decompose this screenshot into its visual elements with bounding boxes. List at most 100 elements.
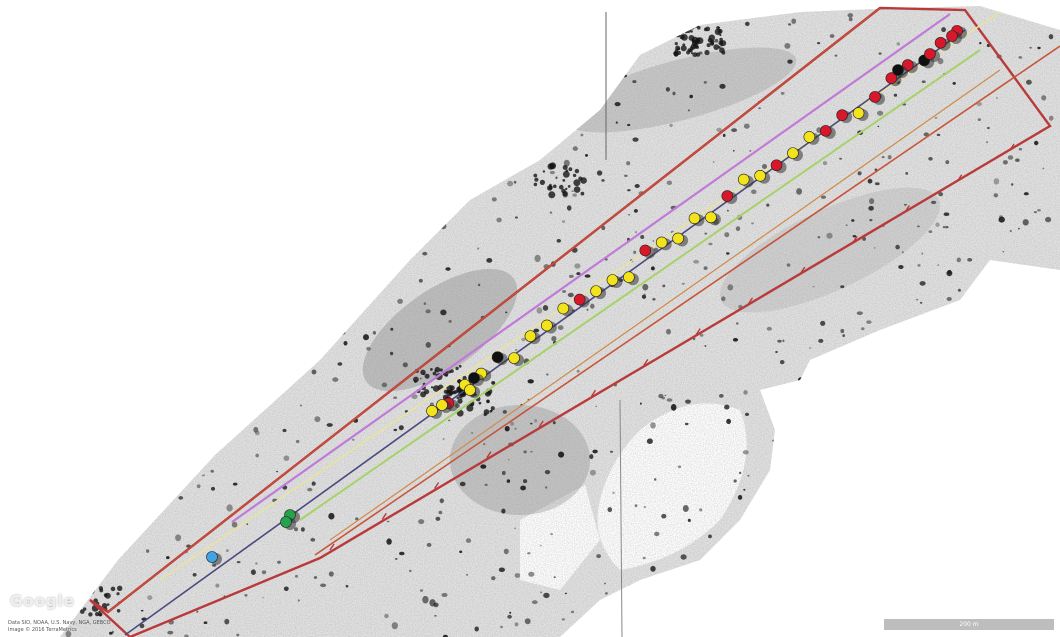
target-blue-icon[interactable]: [206, 551, 223, 566]
target-red-icon[interactable]: [885, 72, 902, 87]
outer-boundary-polygon: [89, 6, 1052, 637]
rock: [923, 132, 929, 137]
target-yellow-icon[interactable]: [803, 131, 820, 145]
rock: [386, 538, 392, 545]
rock: [850, 509, 853, 512]
rock: [524, 618, 531, 625]
rock: [157, 217, 160, 220]
rock: [462, 375, 467, 381]
rock: [568, 274, 574, 278]
rock: [878, 52, 882, 55]
rock: [141, 388, 149, 393]
target-red-icon[interactable]: [836, 109, 853, 124]
rock: [669, 123, 673, 128]
target-red-icon[interactable]: [721, 190, 738, 205]
rock: [167, 630, 174, 635]
target-black-icon[interactable]: [491, 351, 508, 366]
boundary-tick: [538, 420, 544, 428]
rock: [478, 401, 482, 405]
rock: [530, 450, 533, 453]
rock: [387, 125, 394, 130]
rock: [503, 548, 509, 555]
rock: [332, 377, 339, 382]
target-yellow-icon[interactable]: [754, 169, 771, 184]
rock: [937, 58, 944, 65]
rock: [74, 221, 80, 228]
target-yellow-icon[interactable]: [688, 212, 705, 227]
rock: [300, 270, 306, 276]
rock: [1048, 115, 1054, 121]
rock: [714, 38, 719, 43]
target-yellow-icon[interactable]: [655, 236, 672, 251]
target-black-icon[interactable]: [918, 54, 935, 69]
rock: [513, 180, 517, 184]
rock: [562, 179, 566, 182]
rock: [338, 62, 341, 65]
rock: [70, 482, 74, 486]
target-yellow-icon[interactable]: [705, 211, 721, 226]
rock: [268, 288, 275, 296]
rock: [697, 26, 701, 30]
rock: [712, 161, 715, 163]
rock: [132, 226, 136, 231]
target-black-icon[interactable]: [892, 64, 909, 79]
target-green-icon[interactable]: [280, 516, 297, 531]
target-yellow-icon[interactable]: [508, 352, 525, 367]
rock: [847, 13, 854, 18]
target-markers[interactable]: [206, 25, 968, 566]
rock: [947, 396, 953, 403]
rock: [528, 571, 535, 577]
green-track: [299, 49, 981, 521]
rock: [125, 91, 131, 98]
target-red-icon[interactable]: [770, 159, 787, 174]
rock: [544, 470, 551, 475]
rock: [944, 342, 947, 346]
rock: [149, 505, 154, 511]
target-yellow-icon[interactable]: [524, 330, 541, 345]
boundary-tick: [800, 266, 806, 274]
target-red-icon[interactable]: [934, 36, 951, 51]
target-red-icon[interactable]: [869, 91, 885, 105]
rock: [601, 179, 605, 182]
rock: [132, 181, 135, 184]
rock: [937, 264, 940, 267]
rock: [744, 600, 747, 603]
target-black-icon[interactable]: [468, 372, 485, 387]
target-yellow-icon[interactable]: [541, 319, 557, 334]
rock: [72, 45, 78, 51]
rock: [641, 294, 647, 299]
rock: [812, 285, 815, 288]
rock: [334, 100, 339, 105]
rock: [440, 309, 447, 316]
target-yellow-icon[interactable]: [436, 399, 453, 414]
rock: [418, 519, 425, 525]
target-yellow-icon[interactable]: [852, 107, 869, 122]
rock: [830, 354, 837, 362]
rock: [111, 630, 115, 634]
target-red-icon[interactable]: [924, 48, 941, 63]
target-yellow-icon[interactable]: [672, 232, 689, 247]
target-red-icon[interactable]: [946, 30, 963, 45]
target-red-icon[interactable]: [573, 293, 590, 308]
target-yellow-icon[interactable]: [606, 274, 623, 288]
rock: [627, 189, 631, 192]
target-yellow-icon[interactable]: [737, 173, 754, 188]
target-yellow-icon[interactable]: [557, 302, 574, 317]
rock: [703, 266, 708, 270]
rock: [732, 149, 735, 152]
rock: [694, 593, 701, 598]
target-yellow-icon[interactable]: [787, 147, 803, 162]
rock: [109, 631, 113, 635]
target-yellow-icon[interactable]: [623, 271, 639, 286]
target-yellow-icon[interactable]: [590, 285, 607, 300]
rock: [675, 33, 681, 38]
target-red-icon[interactable]: [819, 125, 836, 139]
target-yellow-icon[interactable]: [464, 384, 481, 399]
rock: [829, 34, 835, 38]
target-red-icon[interactable]: [639, 244, 656, 259]
rock: [425, 342, 431, 348]
map-credit-line-2: Image © 2016 TerraMetrics: [8, 627, 77, 633]
rock: [1037, 209, 1041, 212]
